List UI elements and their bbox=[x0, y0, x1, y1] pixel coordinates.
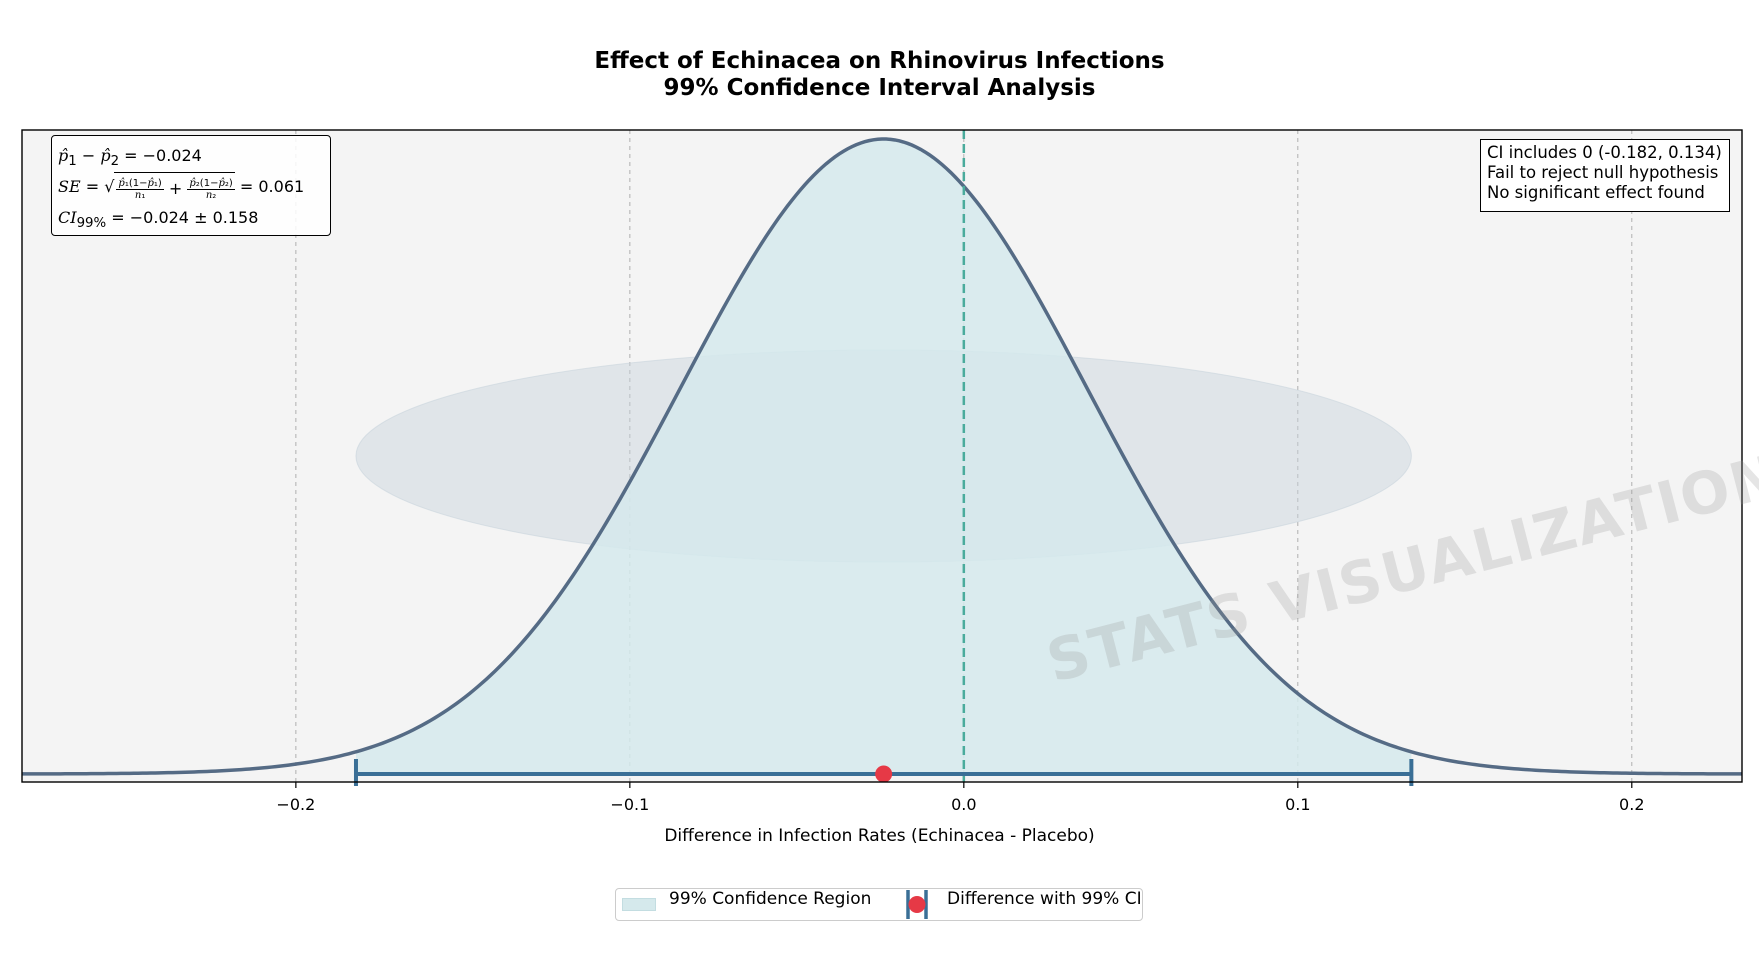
x-tick-label: 0.1 bbox=[1285, 795, 1310, 814]
legend-label-region: 99% Confidence Region bbox=[669, 889, 872, 909]
x-tick-label: 0.2 bbox=[1619, 795, 1644, 814]
chart-title: Effect of Echinacea on Rhinovirus Infect… bbox=[594, 48, 1165, 74]
density-curve bbox=[21, 137, 1743, 776]
legend-swatch-ci bbox=[906, 890, 928, 919]
x-axis-label: Difference in Infection Rates (Echinacea… bbox=[664, 826, 1095, 846]
plot-frame bbox=[21, 129, 1743, 783]
x-axis-ticks: −0.2 −0.1 0.0 0.1 0.2 bbox=[276, 782, 1645, 814]
legend: 99% Confidence Region Difference with 99… bbox=[615, 888, 1143, 921]
formula-se-value: = 0.061 bbox=[239, 177, 305, 196]
conclusion-line-3: No significant effect found bbox=[1487, 183, 1705, 202]
chart-subtitle: 99% Confidence Interval Analysis bbox=[663, 75, 1096, 101]
formula-ci-line: CI99% = −0.024 ± 0.158 bbox=[58, 208, 259, 232]
legend-label-ci: Difference with 99% CI bbox=[947, 889, 1142, 909]
x-tick-label: −0.2 bbox=[276, 795, 315, 814]
conclusion-box: CI includes 0 (-0.182, 0.134) Fail to re… bbox=[1480, 139, 1730, 212]
formula-diff-value: = −0.024 bbox=[124, 146, 202, 165]
formula-ci-value: = −0.024 ± 0.158 bbox=[111, 208, 259, 227]
legend-swatch-region bbox=[622, 898, 656, 911]
conclusion-line-1: CI includes 0 (-0.182, 0.134) bbox=[1487, 143, 1722, 162]
confidence-region-fill bbox=[355, 139, 1412, 774]
formula-diff-line: p̂1 − p̂2 = −0.024 bbox=[58, 146, 202, 170]
formula-se-line: SE = √ p̂₁(1−p̂₁) n₁ + p̂₂(1−p̂₂) n₂ = 0.06… bbox=[58, 171, 330, 202]
x-tick-label: 0.0 bbox=[951, 795, 976, 814]
conclusion-line-2: Fail to reject null hypothesis bbox=[1487, 163, 1719, 182]
formula-box: p̂1 − p̂2 = −0.024 SE = √ p̂₁(1−p̂₁) n₁ + … bbox=[51, 135, 331, 236]
x-tick-label: −0.1 bbox=[610, 795, 649, 814]
point-estimate-marker bbox=[875, 765, 893, 783]
